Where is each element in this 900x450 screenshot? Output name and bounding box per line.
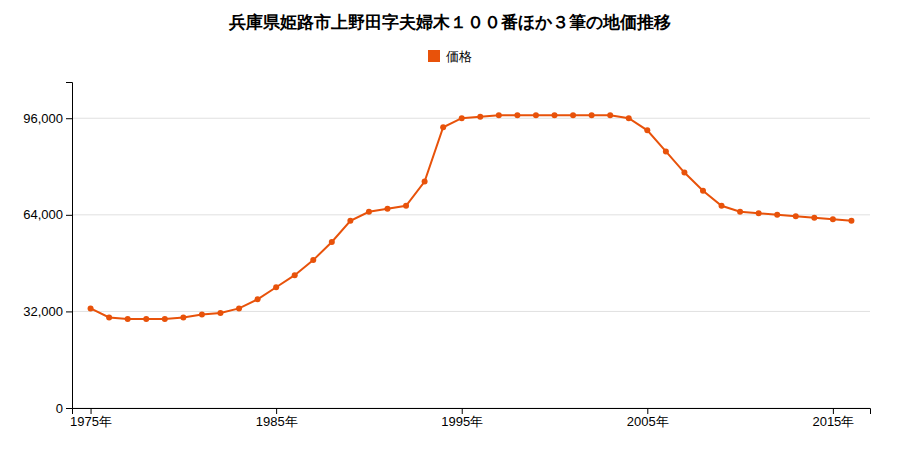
y-axis: 0 32,000 64,000 96,000: [23, 83, 72, 416]
legend-swatch: [428, 50, 440, 62]
marker: [626, 115, 632, 121]
marker: [644, 127, 650, 133]
marker: [848, 218, 854, 224]
marker: [180, 314, 186, 320]
marker: [570, 112, 576, 118]
marker: [384, 206, 390, 212]
legend-item: 価格: [428, 49, 472, 64]
marker: [552, 112, 558, 118]
y-tick: 0: [56, 401, 72, 416]
y-tick: 96,000: [23, 111, 72, 126]
marker: [607, 112, 613, 118]
x-tick-mark: [276, 408, 277, 414]
x-tick-label: 2015年: [812, 414, 854, 429]
grid: [72, 118, 870, 408]
x-tick-mark: [647, 408, 648, 414]
axis-line: [73, 409, 871, 415]
marker: [811, 215, 817, 221]
marker: [329, 239, 335, 245]
marker: [217, 310, 223, 316]
y-tick-label: 96,000: [23, 111, 63, 126]
x-tick: 2015年: [812, 408, 854, 429]
y-tick-label: 32,000: [23, 304, 63, 319]
x-tick-mark: [833, 408, 834, 414]
y-tick: 32,000: [23, 304, 72, 319]
x-tick-label: 1985年: [256, 414, 298, 429]
x-tick: 2005年: [627, 408, 669, 429]
x-tick: 1995年: [441, 408, 483, 429]
y-tick-mark: [66, 215, 72, 216]
marker: [255, 296, 261, 302]
x-tick-label: 2005年: [627, 414, 669, 429]
y-tick-mark: [66, 408, 72, 409]
x-tick-mark: [462, 408, 463, 414]
marker: [589, 112, 595, 118]
marker: [719, 203, 725, 209]
marker: [162, 316, 168, 322]
marker: [737, 209, 743, 215]
marker: [496, 112, 502, 118]
marker: [125, 316, 131, 322]
x-tick: 1985年: [256, 408, 298, 429]
y-tick-mark: [66, 118, 72, 119]
x-tick-mark: [91, 408, 92, 414]
marks: [88, 112, 855, 322]
marker: [514, 112, 520, 118]
y-tick-mark: [66, 311, 72, 312]
x-tick-label: 1995年: [441, 414, 483, 429]
marker: [422, 179, 428, 185]
x-tick: 1975年: [70, 408, 112, 429]
marker: [830, 216, 836, 222]
marker: [143, 316, 149, 322]
legend-label: 価格: [446, 49, 472, 64]
y-tick-label: 64,000: [23, 207, 63, 222]
marker: [459, 115, 465, 121]
grid-line: [72, 311, 870, 312]
legend: 価格: [428, 49, 472, 64]
grid-line: [72, 214, 870, 215]
marker: [774, 212, 780, 218]
marker: [236, 305, 242, 311]
marker: [199, 311, 205, 317]
marker: [681, 170, 687, 176]
marker: [292, 272, 298, 278]
marker: [403, 203, 409, 209]
marker: [700, 188, 706, 194]
marker: [440, 124, 446, 130]
marker: [347, 218, 353, 224]
marker: [310, 257, 316, 263]
x-axis: 1975年 1985年 1995年 2005年 2015年: [70, 408, 870, 429]
marker: [88, 305, 94, 311]
marker: [477, 114, 483, 120]
x-tick-label: 1975年: [70, 414, 112, 429]
y-tick: 64,000: [23, 207, 72, 222]
plot-area: 1975年 1985年 1995年 2005年 2015年 0 32,000 64,000 96…: [23, 83, 870, 430]
marker: [663, 148, 669, 154]
title: 兵庫県姫路市上野田字夫婦木１００番ほか３筆の地価推移: [228, 13, 671, 32]
marker: [533, 112, 539, 118]
marker: [273, 284, 279, 290]
marker: [106, 314, 112, 320]
marker: [793, 213, 799, 219]
axis-line: [66, 83, 73, 409]
y-tick-label: 0: [56, 401, 63, 416]
line: [91, 115, 852, 319]
chart: 1975年 1985年 1995年 2005年 2015年 0 32,000 64,000 96…: [0, 0, 900, 450]
marker: [756, 210, 762, 216]
marker: [366, 209, 372, 215]
